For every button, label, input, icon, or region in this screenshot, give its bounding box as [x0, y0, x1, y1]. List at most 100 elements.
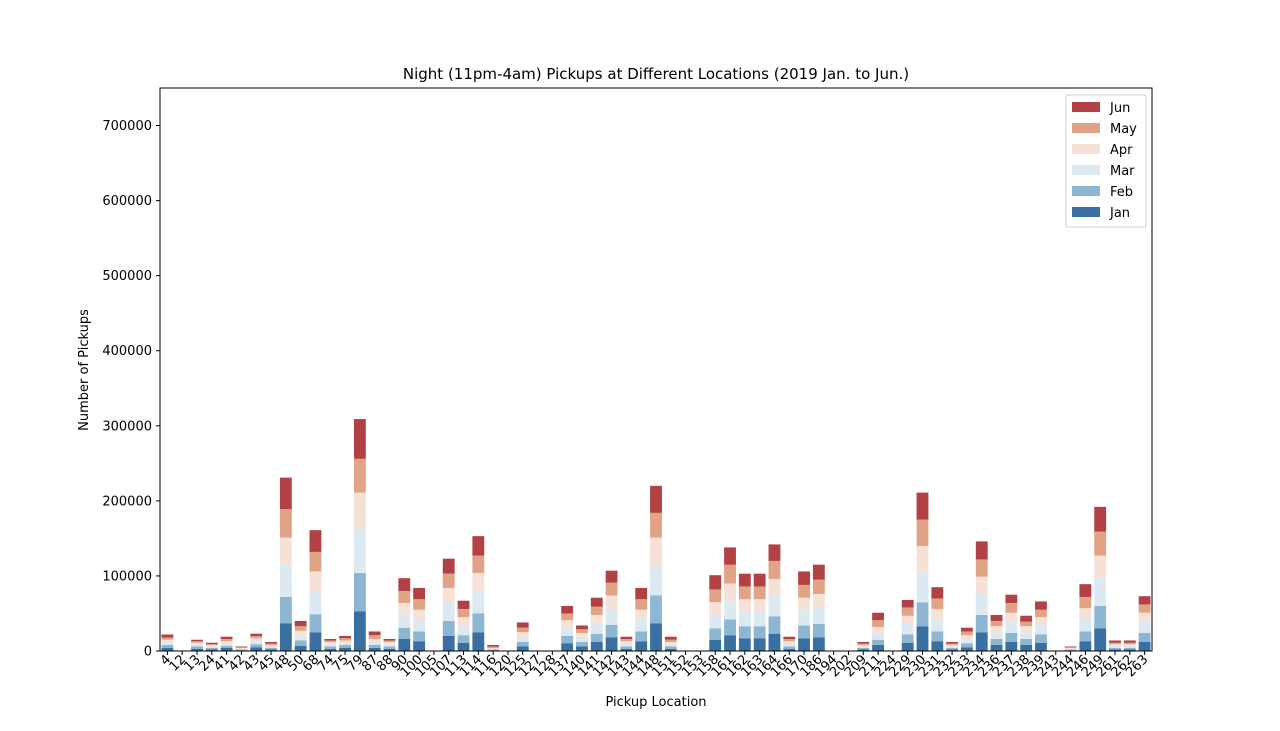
bar-mar-148	[650, 563, 662, 596]
bar-jun-239	[1035, 601, 1047, 610]
legend-swatch-mar	[1072, 165, 1100, 175]
bar-mar-13	[191, 644, 203, 647]
bar-jun-234	[975, 541, 988, 560]
bar-jun-114	[472, 536, 485, 556]
bar-may-144	[635, 599, 648, 610]
bar-feb-107	[442, 620, 455, 636]
y-tick-label: 300000	[102, 419, 152, 434]
bar-mar-144	[635, 619, 648, 632]
bar-may-162	[738, 586, 751, 600]
bar-jun-13	[191, 639, 203, 642]
bar-jun-262	[1123, 640, 1136, 643]
bar-apr-263	[1138, 612, 1151, 622]
bar-apr-114	[472, 572, 485, 591]
bar-apr-209	[857, 644, 870, 647]
legend-label-jan: Jan	[1109, 206, 1130, 221]
bar-feb-151	[664, 646, 677, 649]
bar-apr-68	[309, 571, 322, 591]
bar-apr-42	[235, 648, 248, 649]
bar-feb-125	[516, 641, 529, 647]
bar-may-209	[857, 643, 870, 645]
bar-jan-48	[279, 623, 292, 651]
bar-jan-211	[872, 644, 885, 651]
bar-jan-161	[724, 635, 736, 651]
y-tick-label: 700000	[102, 119, 152, 134]
bar-jan-45	[265, 649, 277, 651]
bar-may-161	[724, 564, 736, 584]
bar-may-50	[294, 626, 307, 631]
bar-feb-143	[620, 646, 633, 649]
bar-jan-170	[798, 638, 810, 651]
bar-jun-74	[324, 638, 337, 641]
bar-mar-107	[442, 602, 455, 621]
bar-feb-233	[961, 643, 973, 648]
bar-feb-140	[576, 641, 588, 647]
bar-mar-186	[812, 607, 825, 624]
bar-mar-79	[353, 528, 366, 573]
bar-feb-79	[353, 572, 366, 612]
bar-jun-48	[279, 477, 292, 510]
bar-may-87	[368, 635, 381, 639]
bar-may-234	[975, 559, 988, 577]
bar-feb-262	[1123, 648, 1136, 650]
bar-jan-231	[931, 641, 944, 651]
y-tick-label: 500000	[102, 269, 152, 284]
bar-may-249	[1094, 531, 1107, 556]
bar-jun-164	[768, 544, 781, 561]
bar-apr-74	[324, 641, 337, 645]
bar-apr-230	[916, 545, 929, 573]
bar-may-88	[383, 640, 396, 642]
bar-apr-75	[339, 640, 351, 643]
bar-jan-125	[516, 646, 529, 651]
legend-swatch-jan	[1072, 207, 1100, 217]
bar-may-116	[487, 646, 500, 648]
bar-mar-162	[738, 611, 751, 627]
bar-mar-45	[265, 646, 277, 648]
bar-feb-170	[798, 625, 810, 639]
legend-label-apr: Apr	[1110, 143, 1133, 158]
bar-feb-236	[990, 638, 1003, 645]
bar-jun-41	[220, 636, 233, 639]
bar-apr-45	[265, 644, 277, 647]
bar-jun-100	[413, 587, 426, 600]
bar-may-170	[798, 584, 810, 598]
bar-may-43	[250, 635, 263, 639]
bar-jan-239	[1035, 642, 1047, 651]
bar-feb-50	[294, 640, 307, 646]
bar-apr-249	[1094, 555, 1107, 579]
chart-title: Night (11pm-4am) Pickups at Different Lo…	[403, 65, 909, 83]
bar-jan-164	[768, 633, 781, 651]
y-tick-label: 600000	[102, 194, 152, 209]
x-axis: 4121324414243454850687475798788901001051…	[158, 651, 1151, 680]
bar-feb-88	[383, 646, 396, 649]
bar-mar-41	[220, 643, 233, 646]
bar-may-163	[753, 586, 766, 600]
bar-jun-229	[901, 599, 914, 608]
bar-feb-263	[1138, 632, 1151, 642]
bar-may-68	[309, 551, 322, 572]
bar-feb-90	[398, 627, 411, 639]
bar-feb-43	[250, 644, 263, 648]
bar-feb-237	[1005, 632, 1018, 642]
bar-may-143	[620, 638, 633, 642]
bar-may-100	[413, 599, 426, 610]
bar-jun-211	[872, 612, 885, 621]
bar-may-158	[709, 589, 722, 603]
bar-jan-75	[339, 648, 351, 651]
bar-apr-161	[724, 583, 736, 601]
bar-jan-140	[576, 646, 588, 651]
bar-mar-43	[250, 641, 263, 645]
bar-may-74	[324, 640, 337, 642]
bar-jan-68	[309, 632, 322, 651]
bar-jan-151	[664, 648, 677, 651]
bar-feb-113	[457, 635, 470, 643]
bar-jan-236	[990, 644, 1003, 651]
bar-jun-151	[664, 636, 677, 640]
bar-jun-4	[161, 634, 174, 638]
bar-jan-142	[605, 637, 618, 651]
bar-jun-113	[457, 600, 470, 609]
bar-mar-88	[383, 644, 396, 647]
bar-feb-114	[472, 613, 485, 633]
bar-may-141	[590, 606, 603, 615]
bar-may-166	[783, 638, 796, 642]
